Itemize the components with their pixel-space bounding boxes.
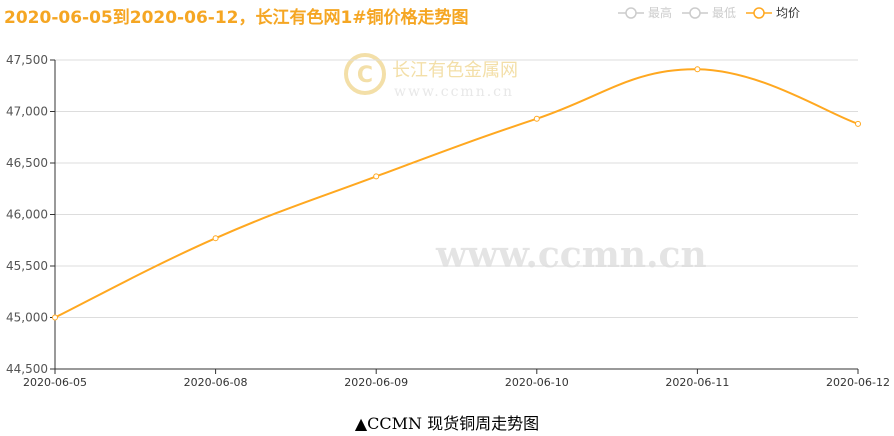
x-tick-label: 2020-06-11: [665, 376, 729, 389]
line-chart: C 长江有色金属网 www.ccmn.cn www.ccmn.cn 44,500…: [6, 53, 890, 389]
data-point: [855, 120, 861, 127]
x-tick-label: 2020-06-09: [344, 376, 408, 389]
x-tick-label: 2020-06-10: [505, 376, 569, 389]
y-tick-label: 46,000: [6, 208, 48, 222]
data-point: [533, 115, 540, 122]
y-tick-label: 44,500: [6, 362, 48, 376]
series-line: [54, 68, 859, 319]
data-point: [52, 314, 58, 321]
y-tick-label: 47,500: [6, 53, 48, 67]
legend-item-avg[interactable]: 均价: [746, 4, 800, 21]
legend-label: 均价: [776, 6, 801, 20]
y-tick-label: 47,000: [6, 105, 48, 119]
watermark-logo-text: 长江有色金属网: [392, 60, 518, 81]
legend-label: 最高: [648, 6, 673, 20]
chart-caption: ▲CCMN 现货铜周走势图: [354, 414, 540, 433]
x-tick-label: 2020-06-05: [23, 376, 87, 389]
chart-title: 2020-06-05到2020-06-12，长江有色网1#铜价格走势图: [4, 8, 469, 28]
legend-label: 最低: [712, 6, 737, 20]
legend-item-low[interactable]: 最低: [682, 4, 736, 21]
data-point: [212, 235, 219, 242]
y-tick-label: 45,500: [6, 259, 48, 273]
watermark-big-text: www.ccmn.cn: [435, 234, 707, 276]
svg-text:C: C: [357, 63, 373, 88]
y-tick-label: 45,000: [6, 311, 48, 325]
x-tick-label: 2020-06-08: [184, 376, 248, 389]
legend-item-high[interactable]: 最高: [618, 4, 672, 21]
watermark-url: www.ccmn.cn: [394, 84, 514, 100]
x-tick-label: 2020-06-12: [826, 376, 890, 389]
data-point: [373, 173, 380, 180]
watermark: C 长江有色金属网 www.ccmn.cn www.ccmn.cn: [344, 53, 707, 276]
y-tick-label: 46,500: [6, 156, 48, 170]
legend: 最高 最低 均价: [618, 4, 800, 21]
watermark-logo-icon: [344, 53, 386, 95]
data-point: [694, 66, 701, 73]
